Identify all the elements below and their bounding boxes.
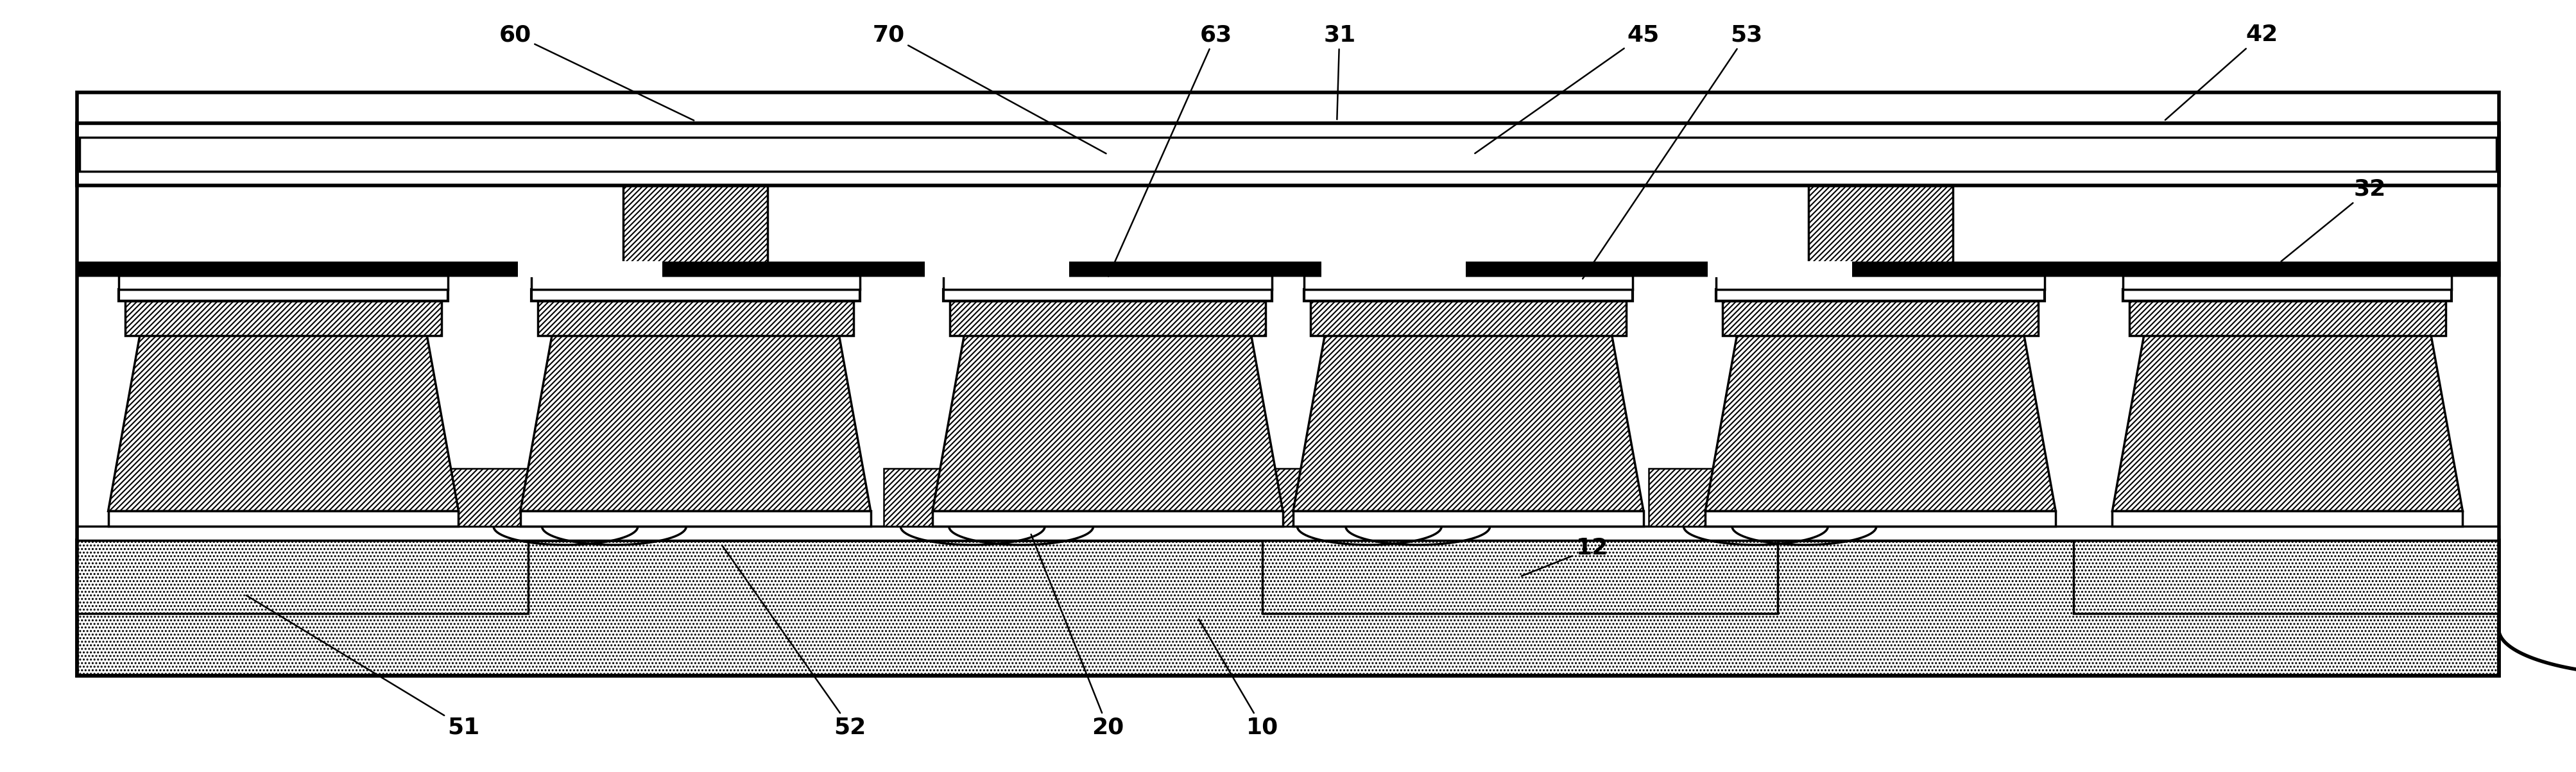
Bar bbox=[1723, 301, 2038, 336]
Bar bbox=[1716, 276, 2045, 290]
Text: 10: 10 bbox=[1198, 619, 1278, 738]
Bar bbox=[884, 469, 997, 527]
Bar bbox=[77, 124, 2499, 185]
Bar bbox=[943, 290, 1273, 301]
Text: 70: 70 bbox=[873, 24, 1105, 154]
Bar bbox=[77, 262, 2499, 276]
Bar bbox=[77, 540, 528, 614]
Bar bbox=[1716, 290, 2045, 301]
Bar bbox=[943, 276, 1273, 290]
Bar bbox=[126, 301, 440, 336]
Bar bbox=[80, 137, 2496, 171]
Bar bbox=[518, 261, 662, 277]
Bar bbox=[1311, 301, 1625, 336]
Polygon shape bbox=[108, 336, 459, 511]
Bar bbox=[925, 261, 1069, 277]
Bar bbox=[1705, 511, 2056, 527]
Bar bbox=[2112, 511, 2463, 527]
Bar bbox=[531, 290, 860, 301]
Bar bbox=[1262, 540, 1777, 614]
Bar bbox=[1262, 469, 1376, 527]
Bar bbox=[1808, 185, 1953, 290]
Text: 42: 42 bbox=[2166, 24, 2277, 120]
Bar bbox=[1303, 290, 1633, 301]
Polygon shape bbox=[933, 336, 1283, 511]
Bar bbox=[951, 301, 1265, 336]
Text: 32: 32 bbox=[2282, 178, 2385, 262]
Bar bbox=[1293, 511, 1643, 527]
Bar bbox=[446, 469, 559, 527]
Bar bbox=[520, 511, 871, 527]
Bar bbox=[1708, 261, 1852, 277]
Bar bbox=[77, 93, 2499, 676]
Bar bbox=[118, 290, 448, 301]
Bar bbox=[77, 540, 2499, 676]
Bar bbox=[2074, 540, 2499, 614]
Bar bbox=[2123, 290, 2452, 301]
Text: 53: 53 bbox=[1582, 24, 1762, 279]
Text: 60: 60 bbox=[500, 24, 693, 120]
Polygon shape bbox=[520, 336, 871, 511]
Bar bbox=[77, 262, 2499, 276]
Text: 45: 45 bbox=[1476, 24, 1659, 154]
Bar bbox=[1303, 276, 1633, 290]
Bar bbox=[118, 276, 448, 290]
Polygon shape bbox=[1293, 336, 1643, 511]
Bar bbox=[1814, 469, 1927, 527]
Bar bbox=[1412, 469, 1525, 527]
Bar bbox=[531, 276, 860, 290]
Text: 12: 12 bbox=[1522, 537, 1607, 576]
Bar bbox=[2130, 301, 2445, 336]
Polygon shape bbox=[2112, 336, 2463, 511]
Text: 20: 20 bbox=[1030, 534, 1123, 738]
Bar bbox=[108, 511, 459, 527]
Text: 51: 51 bbox=[247, 595, 479, 738]
Text: 63: 63 bbox=[1108, 24, 1231, 276]
Bar bbox=[1649, 469, 1762, 527]
Bar bbox=[634, 469, 747, 527]
Text: 52: 52 bbox=[721, 546, 866, 738]
Bar bbox=[1051, 469, 1164, 527]
Bar bbox=[538, 301, 853, 336]
Bar bbox=[623, 185, 768, 290]
Text: 31: 31 bbox=[1324, 24, 1355, 120]
Bar bbox=[77, 527, 2499, 540]
Bar bbox=[1321, 261, 1466, 277]
Bar bbox=[933, 511, 1283, 527]
Polygon shape bbox=[1705, 336, 2056, 511]
Bar bbox=[2123, 276, 2452, 290]
